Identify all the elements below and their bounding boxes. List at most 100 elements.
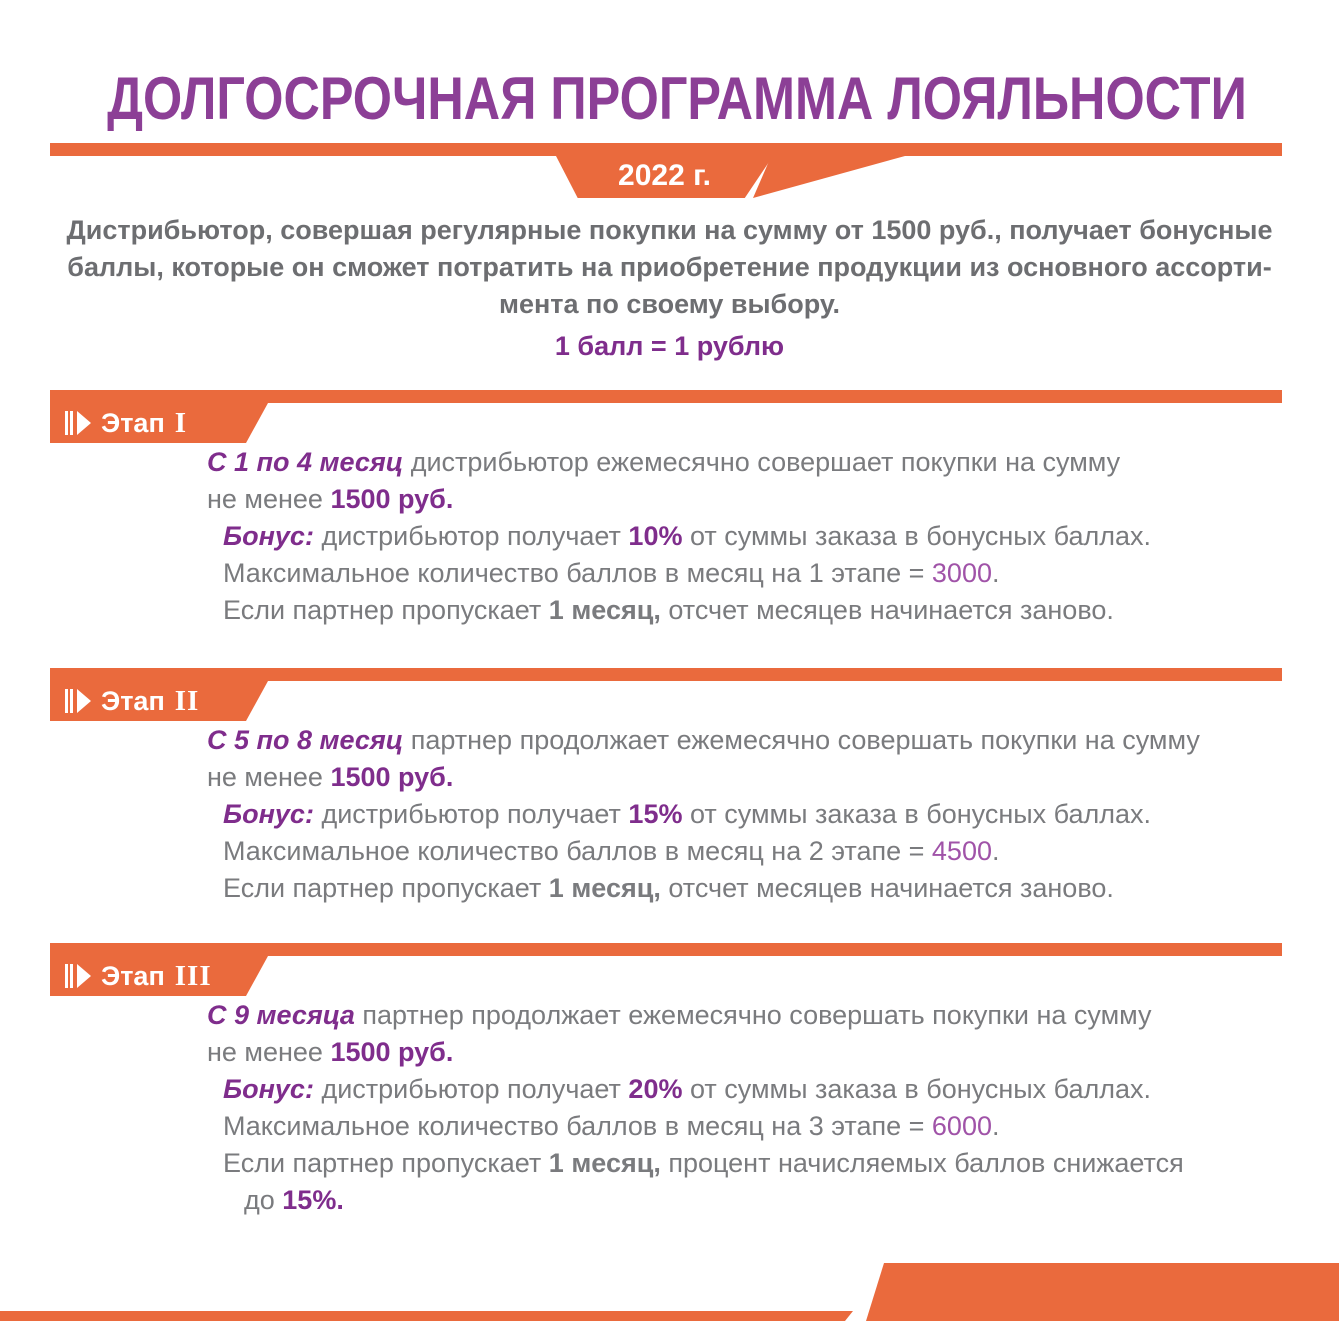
stage-text-line: Максимальное количество баллов в месяц н…	[223, 555, 1217, 592]
play-arrow-bar	[65, 689, 73, 713]
bottom-stripe	[0, 1311, 853, 1321]
text-segment: от суммы заказа в бонусных баллах.	[682, 521, 1152, 551]
stage-text-line: Максимальное количество баллов в месяц н…	[223, 833, 1217, 870]
stage-tab: Этап I	[50, 403, 268, 443]
text-segment: 20%	[628, 1074, 683, 1104]
play-arrow-triangle	[77, 964, 91, 988]
text-segment: Максимальное количество баллов в месяц н…	[223, 558, 932, 588]
stage-section: Этап I С 1 по 4 месяц дистрибьютор ежеме…	[0, 390, 1339, 650]
stage-tab-label: Этап	[101, 407, 165, 438]
intro-paragraph: Дистрибьютор, совершая регулярные покупк…	[0, 212, 1339, 323]
stage-divider-bar	[50, 943, 1282, 956]
year-badge: 2022 г.	[556, 156, 773, 198]
play-arrow-triangle	[77, 689, 91, 713]
text-segment: не менее	[207, 1037, 331, 1067]
stage-text: С 5 по 8 месяц партнер продолжает ежемес…	[207, 722, 1217, 907]
stage-section: Этап III С 9 месяца партнер продолжает е…	[0, 943, 1339, 1215]
text-segment: Максимальное количество баллов в месяц н…	[223, 1111, 932, 1141]
stage-divider-bar	[50, 668, 1282, 681]
text-segment: партнер продолжает ежемесячно совершать …	[403, 725, 1200, 755]
text-segment: Бонус:	[223, 799, 322, 829]
bottom-band	[866, 1263, 1339, 1321]
play-arrow-bar	[65, 411, 73, 435]
text-segment: С 5 по 8 месяц	[207, 725, 404, 755]
text-segment: 1500 руб.	[330, 484, 454, 514]
stage-text-line: не менее 1500 руб.	[207, 1034, 1217, 1071]
stage-text-line: Бонус: дистрибьютор получает 15% от сумм…	[223, 796, 1217, 833]
stage-tab-numeral: I	[174, 406, 188, 439]
stage-text-line: Если партнер пропускает 1 месяц, процент…	[223, 1145, 1217, 1182]
page-title: ДОЛГОСРОЧНАЯ ПРОГРАММА ЛОЯЛЬНОСТИ	[107, 65, 1247, 132]
stage-text: С 9 месяца партнер продолжает ежемесячно…	[207, 997, 1217, 1219]
stage-text-line: С 9 месяца партнер продолжает ежемесячно…	[207, 997, 1217, 1034]
text-segment: 3000	[931, 558, 992, 588]
text-segment: 1 месяц,	[548, 1148, 661, 1178]
text-segment: 4500	[931, 836, 992, 866]
year-badge-wedge	[753, 156, 905, 198]
text-segment: до	[244, 1185, 283, 1215]
stage-text-line: Если партнер пропускает 1 месяц, отсчет …	[223, 592, 1217, 629]
stage-text-line: не менее 1500 руб.	[207, 759, 1217, 796]
stage-tab: Этап III	[50, 956, 268, 996]
text-segment: 1 месяц,	[548, 873, 661, 903]
stage-text-line: Если партнер пропускает 1 месяц, отсчет …	[223, 870, 1217, 907]
text-segment: Если партнер пропускает	[223, 595, 549, 625]
text-segment: процент начисляемых баллов снижается	[660, 1148, 1184, 1178]
text-segment: от суммы заказа в бонусных баллах.	[682, 1074, 1152, 1104]
intro-line: баллы, которые он сможет потратить на пр…	[67, 252, 1272, 282]
stage-divider-bar	[50, 390, 1282, 403]
intro-line: мента по своему выбору.	[499, 289, 840, 319]
text-segment: дистрибьютор ежемесячно совершает покупк…	[403, 447, 1121, 477]
play-arrow-bar	[65, 964, 73, 988]
text-segment: 15%.	[282, 1185, 344, 1215]
intro-line: Дистрибьютор, совершая регулярные покупк…	[66, 215, 1273, 245]
stage-text-line: до 15%.	[244, 1182, 1217, 1219]
text-segment: от суммы заказа в бонусных баллах.	[682, 799, 1152, 829]
stage-tab: Этап II	[50, 681, 268, 721]
text-segment: .	[991, 558, 1000, 588]
stage-text-line: Бонус: дистрибьютор получает 20% от сумм…	[223, 1071, 1217, 1108]
text-segment: 15%	[628, 799, 683, 829]
text-segment: Максимальное количество баллов в месяц н…	[223, 836, 932, 866]
text-segment: С 9 месяца	[207, 1000, 355, 1030]
stage-text-line: С 5 по 8 месяц партнер продолжает ежемес…	[207, 722, 1217, 759]
play-arrow-triangle	[77, 411, 91, 435]
text-segment: отсчет месяцев начинается заново.	[660, 595, 1114, 625]
stage-section: Этап II С 5 по 8 месяц партнер продолжае…	[0, 668, 1339, 928]
stage-text-line: Бонус: дистрибьютор получает 10% от сумм…	[223, 518, 1217, 555]
text-segment: дистрибьютор получает	[321, 521, 629, 551]
text-segment: С 1 по 4 месяц	[207, 447, 404, 477]
play-arrow-icon	[65, 689, 91, 713]
text-segment: партнер продолжает ежемесячно совершать …	[354, 1000, 1152, 1030]
text-segment: не менее	[207, 484, 331, 514]
stage-tab-numeral: III	[174, 959, 212, 992]
text-segment: .	[991, 836, 1000, 866]
text-segment: Бонус:	[223, 521, 322, 551]
text-segment: .	[991, 1111, 1000, 1141]
stage-text-line: С 1 по 4 месяц дистрибьютор ежемесячно с…	[207, 444, 1217, 481]
play-arrow-icon	[65, 964, 91, 988]
text-segment: 1500 руб.	[330, 762, 454, 792]
text-segment: Если партнер пропускает	[223, 1148, 549, 1178]
text-segment: 1500 руб.	[330, 1037, 454, 1067]
text-segment: 6000	[931, 1111, 992, 1141]
text-segment: Если партнер пропускает	[223, 873, 549, 903]
stage-text-line: Максимальное количество баллов в месяц н…	[223, 1108, 1217, 1145]
text-segment: не менее	[207, 762, 331, 792]
text-segment: дистрибьютор получает	[321, 1074, 629, 1104]
year-badge-label: 2022 г.	[618, 159, 711, 192]
play-arrow-icon	[65, 411, 91, 435]
stage-text-line: не менее 1500 руб.	[207, 481, 1217, 518]
text-segment: отсчет месяцев начинается заново.	[660, 873, 1114, 903]
header-divider-bar	[50, 143, 1282, 156]
stage-tab-numeral: II	[174, 684, 200, 717]
stage-tab-label: Этап	[101, 685, 165, 716]
points-rule: 1 балл = 1 рублю	[554, 331, 785, 361]
text-segment: 1 месяц,	[548, 595, 661, 625]
text-segment: 10%	[628, 521, 683, 551]
text-segment: Бонус:	[223, 1074, 322, 1104]
text-segment: дистрибьютор получает	[321, 799, 629, 829]
stage-tab-label: Этап	[101, 960, 165, 991]
stage-text: С 1 по 4 месяц дистрибьютор ежемесячно с…	[207, 444, 1217, 629]
